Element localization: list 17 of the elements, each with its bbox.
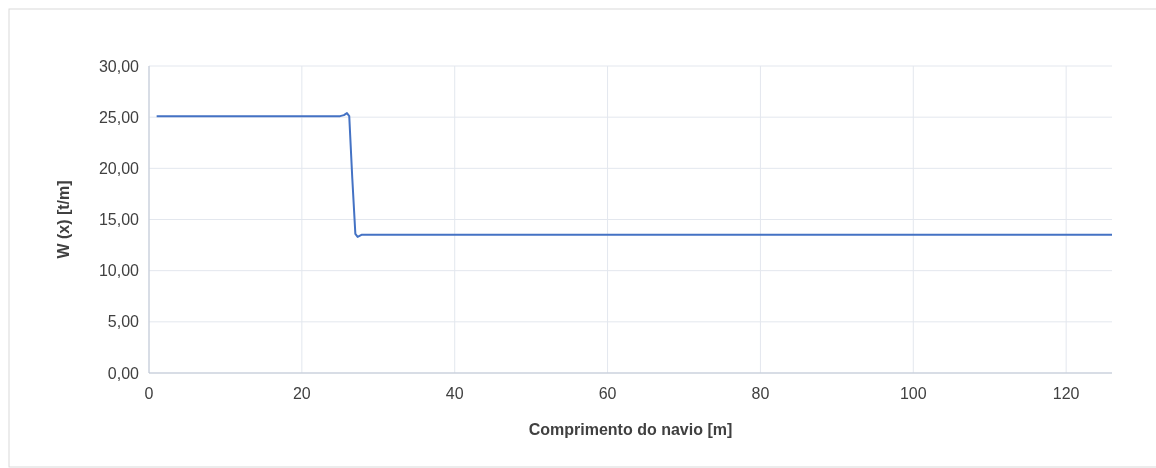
y-tick-label: 30,00 — [98, 57, 140, 75]
x-tick-label: 100 — [899, 385, 927, 402]
x-tick-label: 20 — [292, 385, 311, 402]
x-axis-title: Comprimento do navio [m] — [528, 421, 733, 438]
y-axis-title: W (x) [t/m] — [55, 180, 72, 259]
y-tick-label: 15,00 — [98, 211, 140, 229]
x-tick-label: 40 — [445, 385, 464, 402]
y-tick-label: 10,00 — [98, 262, 140, 280]
y-tick-label: 25,00 — [98, 108, 140, 126]
x-tick-label: 0 — [144, 385, 154, 402]
line-series — [155, 112, 1113, 238]
x-tick-label: 60 — [598, 385, 617, 402]
y-tick-label: 5,00 — [107, 313, 140, 331]
y-tick-label: 0,00 — [107, 364, 140, 382]
y-tick-label: 20,00 — [98, 159, 140, 177]
x-tick-label: 80 — [751, 385, 770, 402]
x-tick-label: 120 — [1052, 385, 1080, 402]
